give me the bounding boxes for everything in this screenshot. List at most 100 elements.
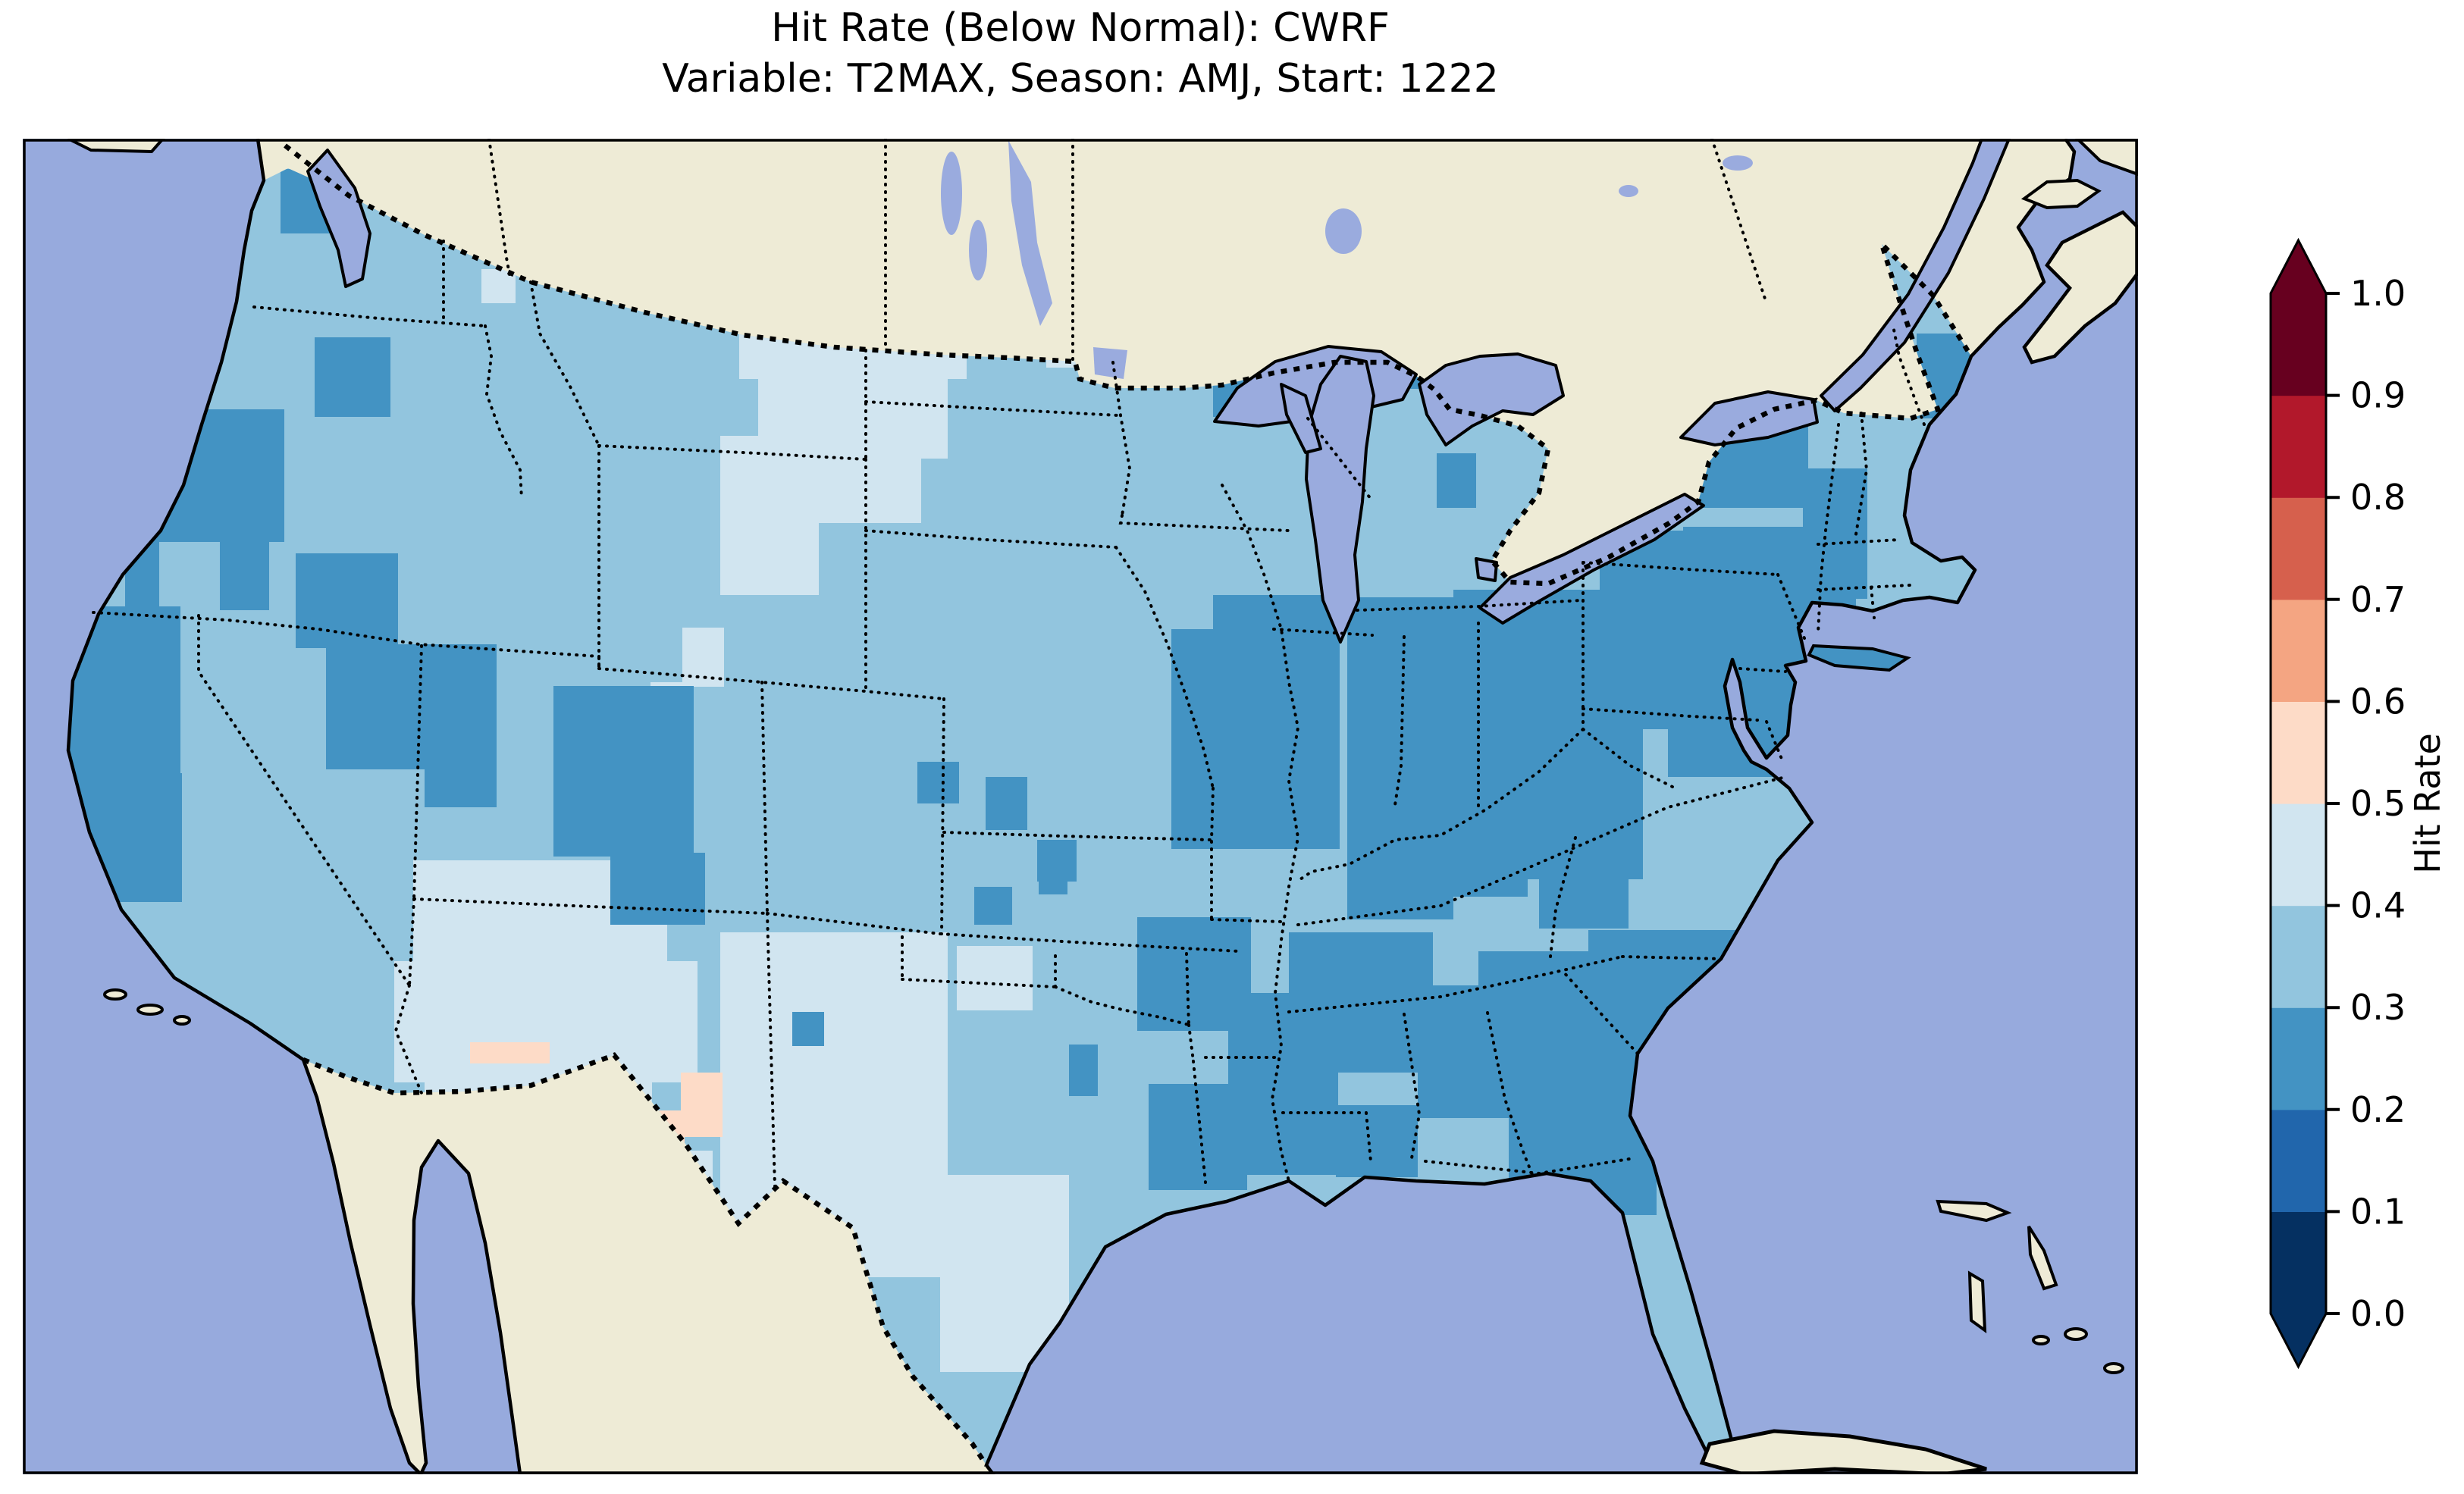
bahamas-island	[1936, 1199, 2012, 1223]
state-border-line	[766, 912, 776, 1188]
field-patch	[1069, 1045, 1098, 1096]
state-border-line	[1118, 514, 1290, 532]
state-border-line	[1272, 628, 1374, 637]
colorbar-tick-label: 1.0	[2350, 273, 2406, 314]
green-bay	[1280, 383, 1322, 454]
state-border-line	[1582, 561, 1779, 576]
state-border-line	[252, 305, 487, 327]
state-border-line	[1281, 1111, 1372, 1163]
title-line-2: Variable: T2MAX, Season: AMJ, Start: 122…	[662, 56, 1499, 102]
colorbar-segment	[2271, 395, 2326, 498]
field-patch	[553, 686, 694, 857]
colorbar-tick-label: 0.7	[2350, 579, 2406, 620]
state-border-line	[766, 912, 942, 935]
state-border-line	[1765, 720, 1785, 764]
bahamas-island	[2027, 1225, 2058, 1291]
colorbar-tick-label: 0.1	[2350, 1191, 2406, 1232]
state-border-line	[939, 932, 1241, 953]
field-patch	[296, 553, 398, 648]
state-border-line	[412, 897, 769, 915]
field-patch	[394, 961, 698, 1082]
field-patch	[720, 436, 819, 595]
long-island	[1807, 644, 1911, 672]
state-border-line	[1114, 546, 1215, 790]
quebec-lake	[1723, 155, 1753, 171]
state-border-line	[412, 644, 423, 900]
field-patch	[1539, 851, 1629, 929]
colorbar-tick-label: 0.9	[2350, 375, 2406, 416]
state-border-line	[1185, 952, 1190, 1026]
colorbar-tick-label: 0.5	[2350, 783, 2406, 824]
field-patch	[1259, 773, 1313, 843]
channel-island	[173, 1015, 191, 1026]
bahamas-island	[2032, 1335, 2050, 1345]
figure-title: Hit Rate (Below Normal): CWRF Variable: …	[23, 3, 2138, 105]
state-border-line	[1296, 775, 1787, 926]
vancouver-island	[67, 139, 165, 154]
state-borders	[92, 139, 1926, 1188]
field-patch	[1336, 1105, 1418, 1177]
ontario-small-lake	[1619, 185, 1638, 197]
state-border-line	[1621, 955, 1723, 960]
colorbar-extend-under	[2271, 1314, 2326, 1367]
state-border-line	[529, 280, 600, 447]
field-patch	[792, 1012, 824, 1046]
field-patch	[957, 946, 1033, 1010]
field-patch	[986, 777, 1027, 830]
field-patch	[682, 628, 724, 687]
colorbar-segment	[2271, 1211, 2326, 1314]
state-border-line	[1393, 635, 1406, 807]
colorbar-segment	[2271, 497, 2326, 600]
coastline	[66, 139, 2077, 1474]
state-border-line	[901, 978, 1057, 988]
st-lawrence-river	[1820, 139, 2011, 412]
state-border-line	[1817, 584, 1912, 591]
title-line-1: Hit Rate (Below Normal): CWRF	[771, 5, 1390, 51]
state-border-line	[1738, 667, 1787, 673]
province-border-line	[487, 139, 511, 276]
colorbar-axis-label: Hit Rate	[2407, 733, 2448, 874]
field-patch	[470, 1042, 550, 1063]
field-patch	[220, 538, 269, 610]
land-newfoundland	[2075, 139, 2138, 177]
state-border-line	[1287, 955, 1624, 1013]
colorbar-extend-over	[2271, 240, 2326, 293]
state-border-line	[1562, 970, 1639, 1055]
state-border-line	[942, 831, 1213, 841]
field-patch	[917, 762, 959, 803]
bahamas-island	[1967, 1270, 1987, 1334]
lake-nipigon	[1325, 208, 1362, 254]
lake-winnipegosis	[941, 152, 962, 235]
colorbar-segment	[2271, 803, 2326, 907]
state-border-line	[393, 984, 423, 1095]
state-border-line	[1187, 1023, 1195, 1063]
state-border-line	[1549, 836, 1577, 958]
map-canvas	[23, 139, 2138, 1474]
colorbar-tick-label: 0.0	[2350, 1293, 2406, 1334]
colorbar-tick-label: 0.3	[2350, 987, 2406, 1028]
colorbar-tick-label: 0.8	[2350, 477, 2406, 518]
field-patch	[1213, 595, 1334, 633]
state-border-line	[1817, 538, 1901, 546]
colorbar: 0.0 0.1 0.2 0.3 0.4 0.5 0.6 0.7 0.8 0.9 1.0 Hit Rat…	[2269, 237, 2448, 1370]
state-border-line	[1582, 707, 1759, 722]
field-patch	[425, 720, 497, 807]
field-patch	[1039, 847, 1067, 894]
state-border-line	[1221, 484, 1300, 1182]
field-patch	[815, 455, 921, 523]
state-border-line	[1356, 599, 1582, 612]
colorbar-segment	[2271, 905, 2326, 1008]
state-border-line	[1854, 412, 1869, 536]
field-patch	[1149, 1084, 1247, 1190]
national-border-mexico	[302, 1052, 989, 1467]
lake-winnipeg	[1008, 140, 1052, 326]
state-border-line	[1817, 423, 1840, 634]
field-patch	[1437, 453, 1476, 508]
colorbar-segment	[2271, 293, 2326, 396]
field-patch	[315, 337, 390, 417]
colorbar-segment	[2271, 701, 2326, 804]
state-border-line	[864, 400, 1120, 417]
field-patch	[610, 853, 705, 925]
colorbar-tick-label: 0.6	[2350, 681, 2406, 722]
